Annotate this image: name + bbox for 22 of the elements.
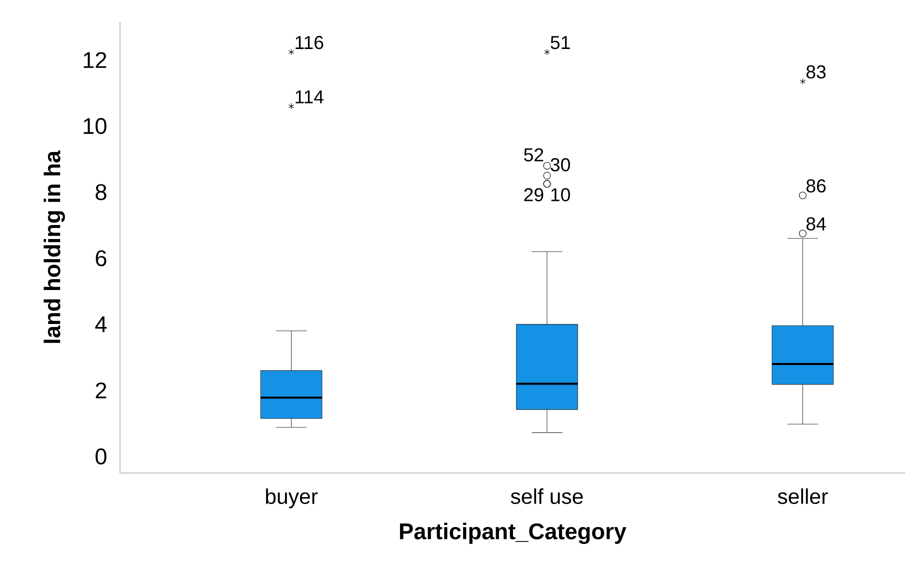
- annotation: 52: [524, 148, 544, 162]
- annotation: 83: [806, 65, 826, 79]
- y-tick-label: 6: [96, 250, 106, 266]
- annotation: 116: [296, 36, 324, 50]
- x-tick-label: self use: [510, 488, 583, 504]
- y-tick-label: 8: [96, 184, 106, 200]
- annotation: 30: [550, 158, 570, 172]
- annotation: 86: [806, 179, 826, 193]
- annotation: 84: [806, 217, 826, 231]
- y-tick-label: 12: [84, 52, 106, 68]
- annotation: 114: [296, 90, 324, 104]
- annotation: 29: [524, 188, 544, 202]
- x-axis-title: Participant_Category: [400, 522, 626, 544]
- y-tick-label: 10: [84, 118, 106, 134]
- annotation: 10: [551, 188, 570, 202]
- annotation: 51: [550, 36, 570, 50]
- y-tick-label: 0: [96, 448, 106, 464]
- x-tick-label: buyer: [266, 488, 318, 508]
- y-tick-label: 2: [96, 382, 106, 398]
- y-axis-title: land holding in ha: [44, 150, 65, 343]
- x-tick-label: seller: [778, 488, 828, 504]
- y-tick-label: 4: [95, 316, 107, 332]
